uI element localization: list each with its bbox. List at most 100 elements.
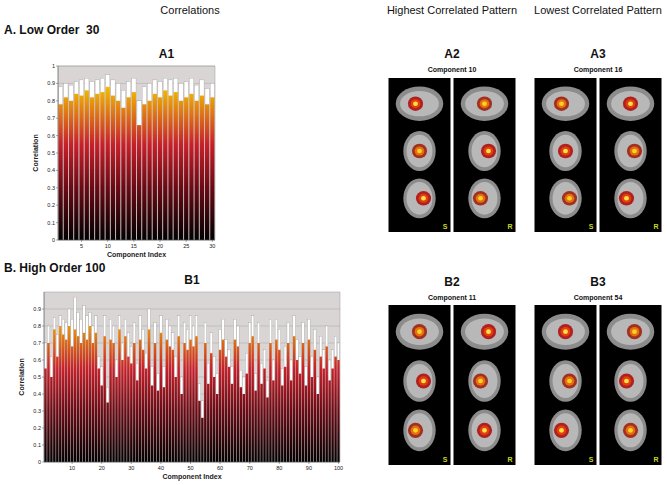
bar xyxy=(278,329,280,462)
activation xyxy=(477,423,492,438)
x-tick xyxy=(338,462,339,464)
bar xyxy=(305,367,307,462)
brain-tissue xyxy=(400,91,439,116)
brain-tissue xyxy=(407,364,433,398)
activation xyxy=(417,329,422,334)
y-tick xyxy=(56,100,58,101)
bar xyxy=(195,101,199,240)
bar xyxy=(231,384,233,462)
bar xyxy=(201,418,203,462)
brain-tissue xyxy=(400,318,439,345)
activation xyxy=(559,101,564,106)
bar xyxy=(249,343,251,462)
image-background xyxy=(454,305,516,465)
activation xyxy=(473,191,488,206)
bar xyxy=(263,350,265,462)
bar xyxy=(79,80,83,240)
bar xyxy=(158,97,162,240)
bar xyxy=(50,377,52,462)
bar xyxy=(269,319,271,462)
bar xyxy=(278,350,280,462)
bar xyxy=(47,343,49,462)
bar xyxy=(320,357,322,462)
brain-slice xyxy=(549,360,581,402)
bar xyxy=(263,369,265,463)
activation xyxy=(413,101,418,106)
brain-tissue xyxy=(407,413,433,447)
bar xyxy=(299,357,301,462)
brain-tissue xyxy=(472,135,498,168)
brain-slice xyxy=(549,178,581,218)
view-label: R xyxy=(653,456,658,463)
bar xyxy=(89,326,91,462)
y-tick-label: 0.3 xyxy=(47,185,55,191)
brain-slice xyxy=(614,131,646,171)
bar xyxy=(234,340,236,462)
activation xyxy=(561,146,571,155)
x-tick-label: 50 xyxy=(187,465,193,471)
bar xyxy=(251,336,253,462)
activation xyxy=(482,101,487,106)
bar xyxy=(109,340,111,462)
y-tick-label: 0.4 xyxy=(33,391,41,397)
bar xyxy=(136,380,138,462)
brain-slice xyxy=(607,86,655,120)
bar xyxy=(112,326,114,462)
bar xyxy=(174,78,178,240)
bar xyxy=(296,340,298,462)
bar xyxy=(334,357,336,462)
bar xyxy=(127,82,131,240)
y-tick xyxy=(42,343,44,344)
bar xyxy=(210,97,214,240)
brain-view: R xyxy=(600,305,662,465)
view-label: R xyxy=(507,223,512,230)
image-background xyxy=(600,78,662,232)
x-tick xyxy=(160,462,161,464)
bar xyxy=(189,340,191,462)
activation xyxy=(476,194,486,203)
brain-view: S xyxy=(389,78,451,232)
y-tick-label: 0.2 xyxy=(33,425,41,431)
x-tick-label: 60 xyxy=(217,465,223,471)
brain-slice xyxy=(549,131,581,171)
bar xyxy=(314,350,316,462)
bar xyxy=(133,323,135,462)
grid-line xyxy=(44,411,340,412)
bar xyxy=(153,94,157,240)
activation xyxy=(421,196,426,201)
bar xyxy=(175,377,177,462)
bar xyxy=(331,350,333,462)
bar xyxy=(186,350,188,462)
y-tick xyxy=(42,394,44,395)
column-header: Correlations xyxy=(160,4,220,16)
bar xyxy=(180,394,182,462)
activation xyxy=(561,327,571,336)
activation xyxy=(416,373,431,388)
bar xyxy=(101,367,103,462)
x-tick-label: 80 xyxy=(276,465,282,471)
y-tick xyxy=(56,187,58,188)
bar xyxy=(213,377,215,462)
brain-slice xyxy=(403,360,435,402)
bar xyxy=(189,94,193,240)
bar xyxy=(254,391,256,462)
bar xyxy=(293,336,295,462)
bar xyxy=(246,353,248,462)
bar xyxy=(92,326,94,462)
brain-tissue xyxy=(546,91,585,116)
bar xyxy=(163,78,167,240)
activation xyxy=(565,194,575,203)
bar xyxy=(179,83,183,240)
panel-label: A1 xyxy=(159,47,175,61)
bar xyxy=(325,326,327,462)
bar xyxy=(166,340,168,462)
bar xyxy=(311,377,313,462)
y-tick-label: 0.2 xyxy=(47,202,55,208)
bar-chart: 00.10.20.30.40.50.60.70.80.9102030405060… xyxy=(18,273,343,481)
frame-right xyxy=(215,66,216,240)
activation xyxy=(627,324,642,339)
bar xyxy=(228,367,230,462)
image-background xyxy=(600,305,662,465)
y-tick xyxy=(56,83,58,84)
brain-view: R xyxy=(454,305,516,465)
